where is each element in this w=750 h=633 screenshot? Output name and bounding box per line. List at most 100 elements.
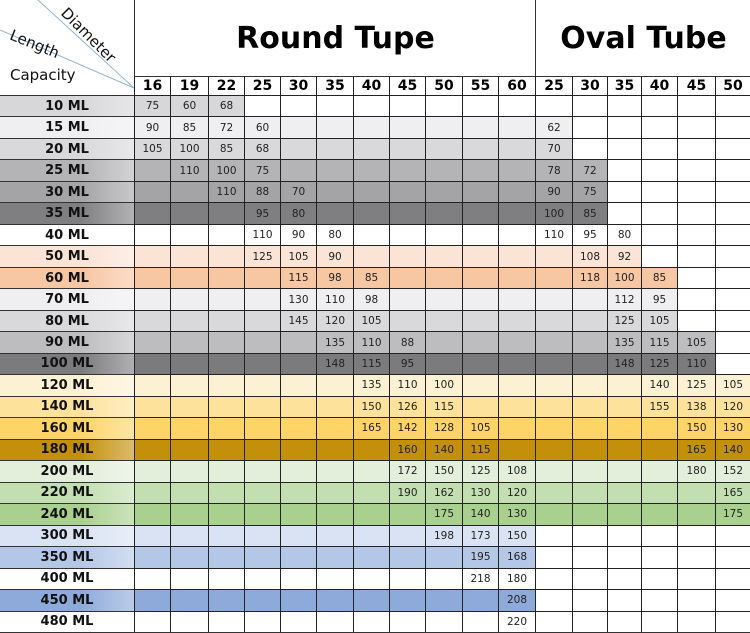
- round-length-cell: [208, 438, 244, 461]
- capacity-label: Capacity: [10, 66, 76, 84]
- round-length-cell: [425, 610, 462, 632]
- oval-length-cell: [677, 223, 715, 246]
- round-length-cell: [462, 159, 498, 181]
- round-length-cell: 195: [462, 546, 498, 568]
- oval-length-cell: [572, 331, 607, 353]
- round-length-cell: [498, 352, 535, 375]
- oval-length-cell: [607, 395, 641, 418]
- round-length-cell: [170, 223, 208, 246]
- oval-length-cell: [677, 309, 715, 332]
- round-length-cell: [134, 245, 170, 267]
- round-length-cell: [170, 567, 208, 590]
- table-row: 70 ML 130 110 98 112 95: [0, 288, 750, 310]
- capacity-cell: 15 ML: [0, 116, 134, 138]
- oval-length-cell: [607, 159, 641, 181]
- round-length-cell: [353, 223, 389, 246]
- round-length-cell: [425, 567, 462, 590]
- round-length-cell: [498, 266, 535, 289]
- round-length-cell: [170, 288, 208, 310]
- oval-length-cell: 105: [677, 331, 715, 353]
- oval-length-cell: [641, 245, 677, 267]
- round-length-cell: [316, 180, 353, 203]
- round-length-cell: 180: [498, 567, 535, 590]
- oval-length-cell: [572, 503, 607, 525]
- round-length-cell: [316, 417, 353, 439]
- capacity-cell: 300 ML: [0, 524, 134, 547]
- round-length-cell: [389, 266, 425, 289]
- round-length-cell: [316, 438, 353, 461]
- table-row: 80 ML 145 120 105 125 105: [0, 309, 750, 332]
- oval-length-cell: [535, 589, 572, 611]
- oval-length-cell: [572, 417, 607, 439]
- round-length-cell: [170, 309, 208, 332]
- oval-length-cell: [607, 546, 641, 568]
- round-length-cell: [280, 395, 316, 418]
- round-length-cell: [462, 95, 498, 117]
- round-length-cell: [389, 159, 425, 181]
- round-length-cell: [134, 352, 170, 375]
- oval-length-cell: 118: [572, 266, 607, 289]
- round-length-cell: [170, 180, 208, 203]
- round-length-cell: 162: [425, 481, 462, 504]
- round-diameter-header: 19: [170, 76, 208, 95]
- round-length-cell: [462, 288, 498, 310]
- oval-length-cell: [715, 567, 750, 590]
- round-length-cell: 110: [170, 159, 208, 181]
- round-length-cell: 208: [498, 589, 535, 611]
- round-length-cell: [425, 288, 462, 310]
- oval-length-cell: [715, 223, 750, 246]
- round-length-cell: [244, 610, 280, 632]
- round-length-cell: [134, 503, 170, 525]
- round-length-cell: [134, 223, 170, 246]
- round-length-cell: [462, 610, 498, 632]
- round-length-cell: 68: [244, 137, 280, 160]
- round-length-cell: 135: [353, 374, 389, 396]
- round-length-cell: [462, 180, 498, 203]
- oval-length-cell: 105: [641, 309, 677, 332]
- round-diameter-header: 16: [134, 76, 170, 95]
- table-row: 450 ML 208: [0, 589, 750, 611]
- round-length-cell: [280, 481, 316, 504]
- round-length-cell: [280, 116, 316, 138]
- oval-length-cell: [641, 137, 677, 160]
- round-length-cell: [280, 331, 316, 353]
- oval-length-cell: 90: [535, 180, 572, 203]
- oval-length-cell: 125: [641, 352, 677, 375]
- round-length-cell: [425, 245, 462, 267]
- oval-length-cell: [607, 137, 641, 160]
- round-length-cell: [208, 567, 244, 590]
- round-diameter-header: 45: [389, 76, 425, 95]
- oval-length-cell: 152: [715, 460, 750, 482]
- oval-length-cell: [572, 460, 607, 482]
- round-length-cell: [353, 95, 389, 117]
- oval-length-cell: [535, 245, 572, 267]
- capacity-cell: 70 ML: [0, 288, 134, 310]
- round-length-cell: [353, 546, 389, 568]
- round-diameter-header: 25: [244, 76, 280, 95]
- round-length-cell: 90: [280, 223, 316, 246]
- round-length-cell: [353, 524, 389, 547]
- oval-length-cell: [641, 524, 677, 547]
- round-length-cell: 130: [462, 481, 498, 504]
- round-length-cell: [353, 180, 389, 203]
- table-row: 180 ML 160 140 115 165 140: [0, 438, 750, 461]
- round-tube-title: Round Tupe: [134, 0, 536, 76]
- oval-length-cell: [607, 180, 641, 203]
- oval-length-cell: [677, 159, 715, 181]
- round-length-cell: [280, 438, 316, 461]
- oval-length-cell: [677, 245, 715, 267]
- round-length-cell: [353, 610, 389, 632]
- round-length-cell: 80: [316, 223, 353, 246]
- oval-length-cell: [641, 546, 677, 568]
- round-length-cell: [353, 137, 389, 160]
- capacity-cell: 450 ML: [0, 589, 134, 611]
- round-length-cell: 218: [462, 567, 498, 590]
- oval-length-cell: [535, 374, 572, 396]
- oval-length-cell: [677, 288, 715, 310]
- round-length-cell: [498, 331, 535, 353]
- round-length-cell: [244, 417, 280, 439]
- oval-length-cell: [641, 417, 677, 439]
- round-length-cell: 90: [316, 245, 353, 267]
- oval-length-cell: [535, 481, 572, 504]
- oval-length-cell: [607, 481, 641, 504]
